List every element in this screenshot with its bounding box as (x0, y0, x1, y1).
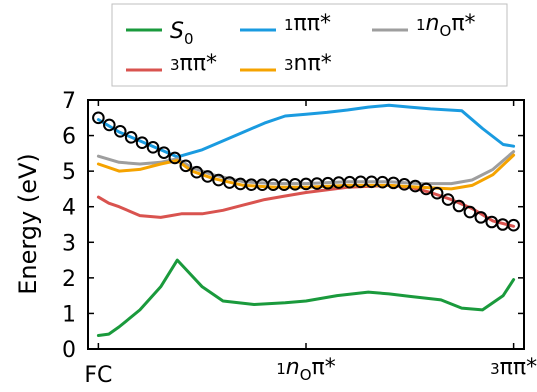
y-tick-label: 5 (62, 160, 76, 185)
series-line-1 (96, 103, 516, 159)
legend-label: 3ππ* (170, 51, 217, 76)
y-tick-label: 2 (62, 267, 76, 292)
y-tick-label: 4 (62, 196, 76, 221)
y-tick-label: 0 (62, 338, 76, 363)
legend-label: 1nOπ* (416, 11, 476, 40)
path-point (441, 193, 455, 206)
y-tick-label: 7 (62, 89, 76, 114)
path-point (135, 136, 149, 149)
path-point (190, 165, 204, 179)
series-line-3n (96, 153, 516, 191)
path-point (408, 179, 422, 193)
series-layer (96, 103, 516, 337)
path-point (255, 178, 269, 191)
x-tick-label: 1nOπ* (276, 355, 336, 384)
marker-layer (92, 111, 520, 232)
y-tick-label: 6 (62, 125, 76, 150)
path-point (430, 186, 444, 200)
path-point (507, 218, 520, 232)
path-point (419, 182, 433, 196)
series-line-1no (96, 150, 516, 186)
legend-label: S0 (170, 19, 194, 48)
path-point (474, 211, 488, 224)
series-line-3 (96, 183, 516, 228)
path-point (157, 146, 171, 159)
path-point (179, 159, 193, 173)
path-point (201, 170, 214, 183)
legend-label: 1ππ* (284, 11, 331, 36)
path-point (113, 125, 127, 138)
legend: S0 1ππ* 1nOπ* 3ππ* 3nπ* (111, 3, 508, 87)
plot-area-frame (87, 99, 525, 350)
path-point (103, 118, 116, 132)
path-point (92, 111, 105, 125)
y-tick-label: 1 (62, 302, 76, 327)
path-point (168, 151, 182, 165)
path-point (463, 205, 477, 219)
axes: 0 1 2 3 4 5 6 7 FC 1nOπ* 3ππ* (62, 89, 537, 388)
path-point (452, 199, 466, 213)
legend-frame (111, 3, 508, 87)
path-point (146, 141, 160, 154)
series-line-s0 (96, 258, 516, 337)
path-point (124, 131, 138, 144)
y-axis-label: Energy (eV) (14, 153, 42, 295)
x-tick-label: FC (84, 363, 112, 388)
legend-label: 3nπ* (284, 51, 332, 76)
x-tick-label: 3ππ* (490, 355, 537, 380)
y-tick-label: 3 (62, 231, 76, 256)
